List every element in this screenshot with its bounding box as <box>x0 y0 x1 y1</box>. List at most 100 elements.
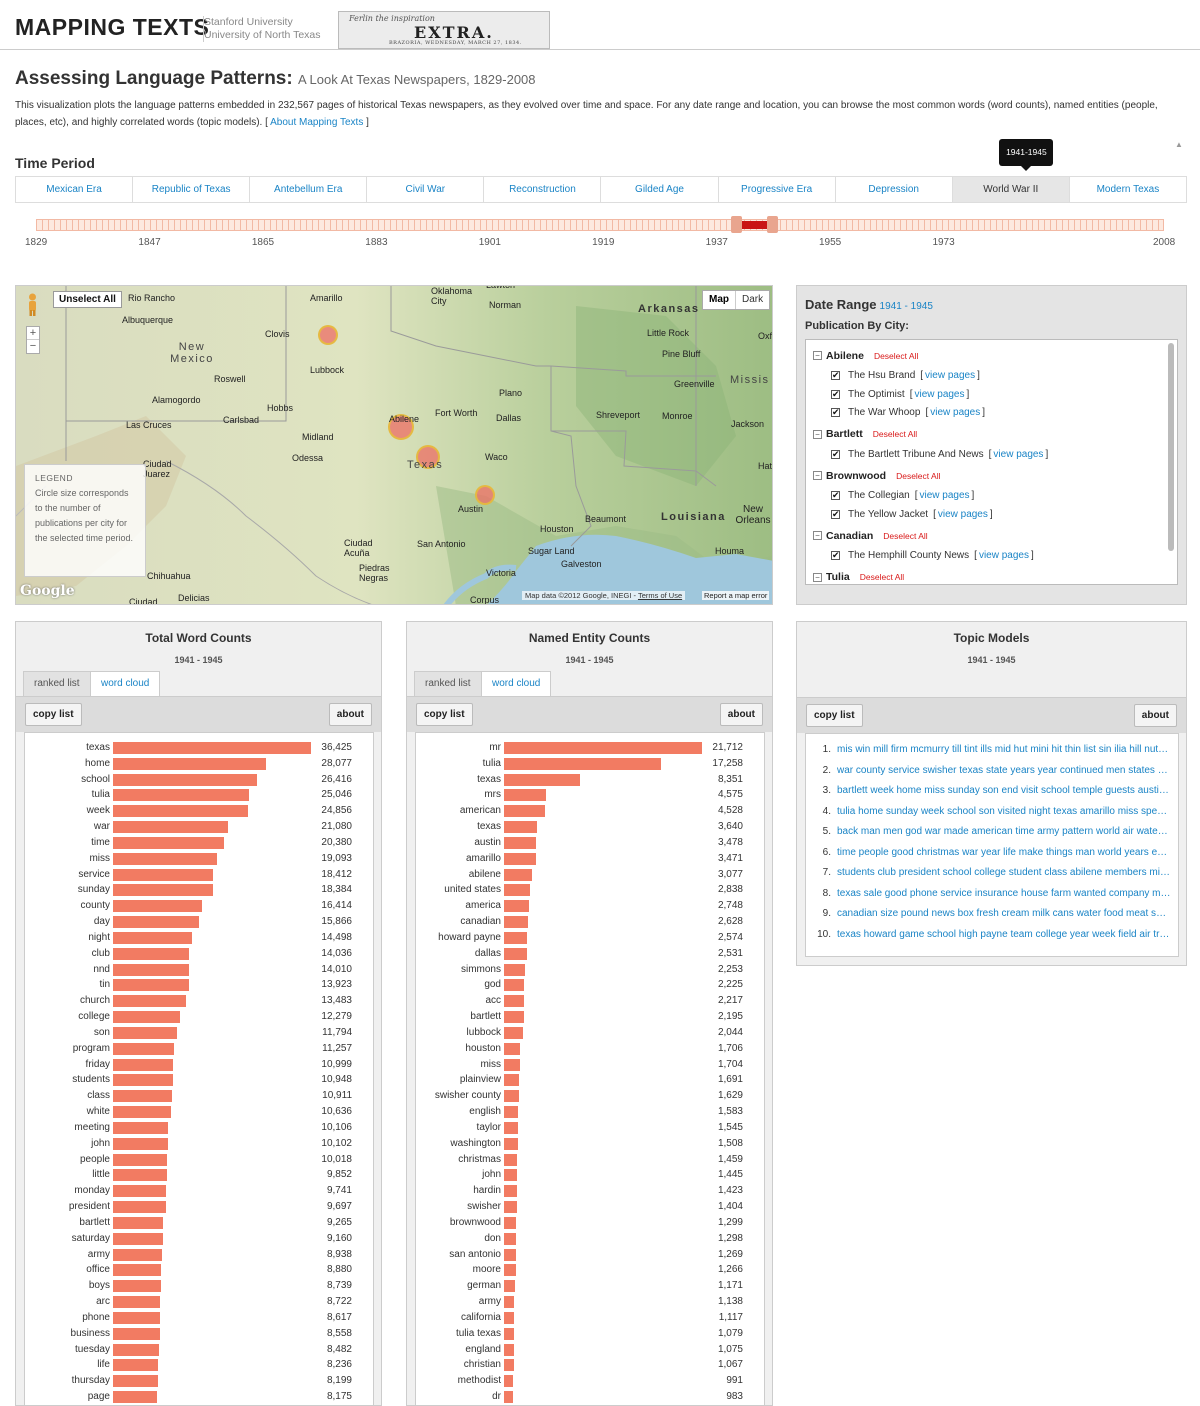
ranked-bar[interactable] <box>113 868 214 881</box>
ranked-bar[interactable] <box>113 1058 173 1071</box>
ranked-bar[interactable] <box>504 1042 520 1055</box>
ranked-bar[interactable] <box>504 884 530 897</box>
ranked-bar[interactable] <box>504 852 536 865</box>
deselect-all-link[interactable]: Deselect All <box>859 572 905 582</box>
ranked-bar[interactable] <box>113 1280 161 1293</box>
topic-link[interactable]: students club president school college s… <box>837 867 1171 878</box>
ranked-bar[interactable] <box>113 1169 167 1182</box>
ranked-bar[interactable] <box>113 1343 160 1356</box>
ranked-bar[interactable] <box>504 1280 515 1293</box>
publication-checkbox[interactable]: ✔ <box>831 388 840 399</box>
word-counts-cloud-tab[interactable]: word cloud <box>90 671 161 697</box>
ranked-bar[interactable] <box>113 1137 168 1150</box>
topic-link[interactable]: canadian size pound news box fresh cream… <box>837 908 1171 919</box>
ranked-bar[interactable] <box>113 1327 160 1340</box>
era-tab-reconstruction[interactable]: Reconstruction <box>484 177 602 202</box>
ranked-bar[interactable] <box>113 805 249 818</box>
publication-checkbox[interactable]: ✔ <box>831 508 840 519</box>
map[interactable]: Oklahoma City Norman Rio Rancho Albuquerque… <box>15 285 773 605</box>
ranked-bar[interactable] <box>504 963 525 976</box>
ranked-bar[interactable] <box>113 1264 162 1277</box>
ranked-bar[interactable] <box>113 1106 171 1119</box>
publication-checkbox[interactable]: ✔ <box>831 407 840 417</box>
ranked-bar[interactable] <box>504 1201 517 1214</box>
ranked-bar[interactable] <box>504 821 538 834</box>
view-pages-link[interactable]: view pages <box>919 490 970 501</box>
city-marker-bartlett[interactable] <box>475 485 495 505</box>
ranked-bar[interactable] <box>113 916 200 929</box>
ranked-bar[interactable] <box>113 821 228 834</box>
ranked-bar[interactable] <box>504 1169 518 1182</box>
ranked-bar[interactable] <box>113 1216 164 1229</box>
collapse-city-icon[interactable]: − <box>813 429 822 439</box>
ranked-bar[interactable] <box>504 1216 516 1229</box>
collapse-city-icon[interactable]: − <box>813 351 822 360</box>
topic-link[interactable]: bartlett week home miss sunday son end v… <box>837 785 1171 796</box>
terms-of-use-link[interactable]: Terms of Use <box>637 591 683 600</box>
era-tab-republic-of-texas[interactable]: Republic of Texas <box>133 177 251 202</box>
ranked-bar[interactable] <box>504 1137 518 1150</box>
collapse-city-icon[interactable]: − <box>813 531 822 540</box>
ranked-bar[interactable] <box>504 1074 520 1087</box>
word-counts-copy-list-button[interactable]: copy list <box>25 703 82 726</box>
ranked-bar[interactable] <box>504 1106 519 1119</box>
ranked-bar[interactable] <box>504 1264 516 1277</box>
city-marker-brownwood[interactable] <box>416 445 440 469</box>
ranked-bar[interactable] <box>113 1026 178 1039</box>
unselect-all-button[interactable]: Unselect All <box>53 291 122 308</box>
street-view-pegman-icon[interactable] <box>26 293 39 317</box>
report-map-error-link[interactable]: Report a map error <box>702 591 770 600</box>
deselect-all-link[interactable]: Deselect All <box>896 470 941 481</box>
ranked-bar[interactable] <box>113 979 189 992</box>
publication-checkbox[interactable]: ✔ <box>831 550 840 560</box>
slider-handle-start[interactable] <box>730 216 742 233</box>
ranked-bar[interactable] <box>504 1121 519 1134</box>
ranked-bar[interactable] <box>113 1375 158 1388</box>
era-tab-world-war-ii[interactable]: World War II <box>952 177 1070 202</box>
map-type-dark-button[interactable]: Dark <box>742 294 764 305</box>
named-entities-ranked-tab[interactable]: ranked list <box>414 671 482 697</box>
ranked-bar[interactable] <box>113 1311 160 1324</box>
topic-link[interactable]: time people good christmas war year life… <box>837 846 1171 858</box>
ranked-bar[interactable] <box>504 900 530 913</box>
ranked-bar[interactable] <box>504 1343 514 1356</box>
ranked-bar[interactable] <box>113 1011 180 1024</box>
ranked-bar[interactable] <box>504 1327 514 1340</box>
ranked-bar[interactable] <box>504 1391 513 1404</box>
view-pages-link[interactable]: view pages <box>993 448 1044 460</box>
ranked-bar[interactable] <box>113 1201 166 1214</box>
ranked-bar[interactable] <box>504 868 533 881</box>
view-pages-link[interactable]: view pages <box>925 370 976 381</box>
zoom-out-button[interactable]: − <box>29 340 37 352</box>
city-marker-amarillo[interactable] <box>318 325 338 345</box>
topic-link[interactable]: war county service swisher texas state y… <box>837 764 1171 776</box>
ranked-bar[interactable] <box>504 773 581 786</box>
ranked-bar[interactable] <box>113 789 250 802</box>
view-pages-link[interactable]: view pages <box>930 407 981 418</box>
ranked-bar[interactable] <box>113 1090 173 1103</box>
era-tab-antebellum-era[interactable]: Antebellum Era <box>250 177 368 202</box>
deselect-all-link[interactable]: Deselect All <box>872 429 918 439</box>
ranked-bar[interactable] <box>504 1359 514 1372</box>
deselect-all-link[interactable]: Deselect All <box>873 350 919 361</box>
slider-handle-end[interactable] <box>766 216 778 233</box>
ranked-bar[interactable] <box>504 1090 519 1103</box>
deselect-all-link[interactable]: Deselect All <box>883 530 928 541</box>
ranked-bar[interactable] <box>113 757 266 770</box>
ranked-bar[interactable] <box>504 836 536 849</box>
city-marker-abilene[interactable] <box>388 414 414 440</box>
ranked-bar[interactable] <box>113 1391 158 1404</box>
ranked-bar[interactable] <box>504 1026 523 1039</box>
ranked-bar[interactable] <box>113 884 213 897</box>
ranked-bar[interactable] <box>504 979 525 992</box>
ranked-bar[interactable] <box>504 1311 515 1324</box>
ranked-bar[interactable] <box>113 1121 168 1134</box>
ranked-bar[interactable] <box>504 789 546 802</box>
ranked-bar[interactable] <box>504 1248 516 1261</box>
ranked-bar[interactable] <box>113 963 190 976</box>
era-tab-progressive-era[interactable]: Progressive Era <box>718 177 836 202</box>
ranked-bar[interactable] <box>113 1042 175 1055</box>
ranked-bar[interactable] <box>113 742 311 754</box>
era-tab-gilded-age[interactable]: Gilded Age <box>601 177 719 202</box>
topic-models-copy-list-button[interactable]: copy list <box>806 704 863 727</box>
